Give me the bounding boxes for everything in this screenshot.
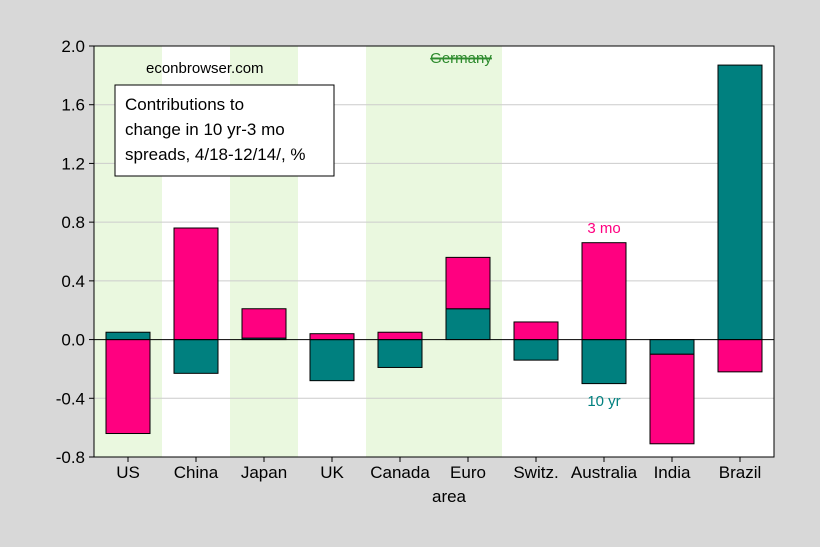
x-tick-label: Brazil <box>719 463 762 482</box>
x-tick-label: Australia <box>571 463 638 482</box>
shade-band-canada <box>366 46 434 457</box>
y-tick-label: -0.4 <box>56 389 85 408</box>
y-tick-label: 0.4 <box>61 272 85 291</box>
x-axis-label: area <box>432 487 467 506</box>
watermark: econbrowser.com <box>146 60 264 77</box>
bar-10yr-brazil <box>717 64 763 341</box>
title-line-3: spreads, 4/18-12/14/, % <box>125 145 306 164</box>
shade-band-euro <box>434 46 502 457</box>
bar-3mo-switz <box>513 321 559 341</box>
bar-3mo-canada <box>377 331 423 341</box>
bar-3mo-japan <box>241 308 287 339</box>
y-tick-label: 1.6 <box>61 96 85 115</box>
x-tick-label: US <box>116 463 140 482</box>
y-tick-label: 1.2 <box>61 154 85 173</box>
bar-10yr-switz <box>513 339 559 361</box>
bar-3mo-india <box>649 353 695 445</box>
bar-10yr-euro <box>445 308 491 341</box>
bar-3mo-china <box>173 227 219 341</box>
bar-3mo-australia <box>581 242 627 341</box>
x-tick-label: China <box>174 463 219 482</box>
x-tick-label: Japan <box>241 463 287 482</box>
x-tick-label: Euro <box>450 463 486 482</box>
plot-frame <box>93 45 775 458</box>
y-tick-label: 0.8 <box>61 213 85 232</box>
bar-3mo-us <box>105 339 151 435</box>
x-tick-label: Canada <box>370 463 430 482</box>
title-line-2: change in 10 yr-3 mo <box>125 120 285 139</box>
bar-10yr-us <box>105 331 151 341</box>
title-box <box>114 84 335 177</box>
bar-10yr-canada <box>377 339 423 368</box>
series-label-3mo: 3 mo <box>587 220 620 237</box>
bar-10yr-china <box>173 339 219 374</box>
x-tick-label: India <box>654 463 691 482</box>
x-tick-label: UK <box>320 463 344 482</box>
bar-10yr-uk <box>309 339 355 382</box>
bar-3mo-uk <box>309 333 355 341</box>
bar-3mo-brazil <box>717 339 763 373</box>
series-label-10yr: 10 yr <box>587 393 620 410</box>
y-tick-label: 0.0 <box>61 331 85 350</box>
y-tick-label: -0.8 <box>56 448 85 467</box>
bar-3mo-euro <box>445 256 491 310</box>
x-tick-label: Switz. <box>513 463 558 482</box>
bar-10yr-india <box>649 339 695 355</box>
bar-10yr-australia <box>581 339 627 385</box>
title-line-1: Contributions to <box>125 95 244 114</box>
y-tick-label: 2.0 <box>61 37 85 56</box>
